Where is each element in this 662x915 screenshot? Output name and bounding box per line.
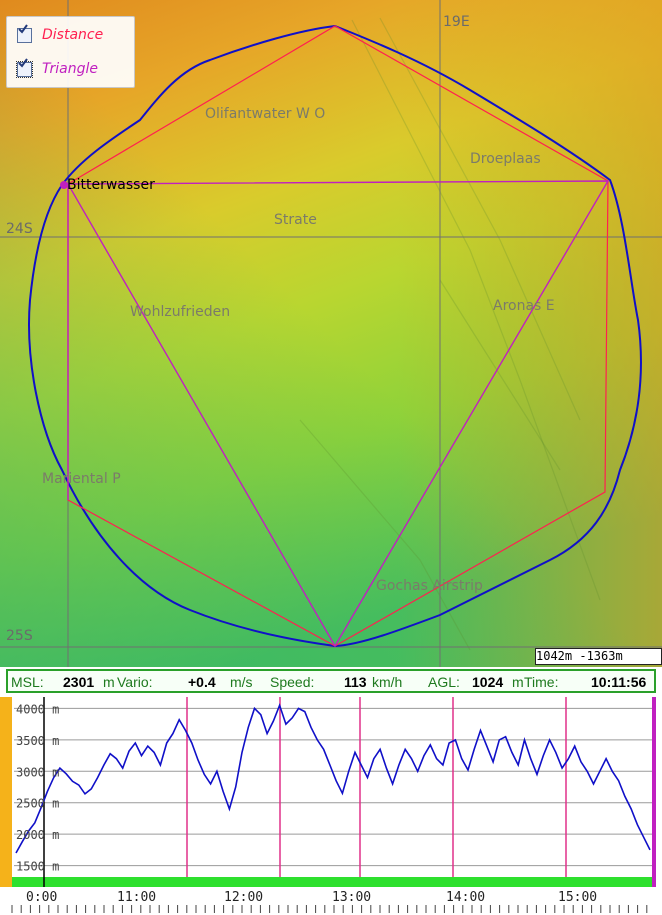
msl-label: MSL:	[11, 674, 44, 690]
place-aronas: Aronas E	[493, 298, 555, 314]
baro-right-strip	[652, 697, 656, 887]
task-point-markers	[186, 697, 567, 879]
agl-label: AGL:	[428, 674, 460, 690]
triangle-checkbox[interactable]	[16, 58, 33, 78]
y-tick-label: 3000 m	[16, 765, 59, 779]
map-view[interactable]: Distance Triangle Olifantwater W O Droep…	[0, 0, 662, 667]
distance-label: Distance	[42, 27, 104, 43]
y-tick-label: 3500 m	[16, 734, 59, 748]
speed-value: 113	[344, 674, 367, 690]
bitterwasser-marker	[60, 181, 68, 189]
time-label: Time:	[524, 674, 559, 690]
baro-left-strip	[0, 697, 12, 887]
map-legend: Distance Triangle	[6, 16, 135, 88]
place-droeplaas: Droeplaas	[470, 151, 541, 167]
place-gochas: Gochas Airstrip	[376, 578, 483, 594]
ground-level-strip	[12, 877, 652, 887]
longitude-label: 19E	[443, 14, 470, 30]
time-axis-ticks	[11, 905, 648, 913]
agl-unit: m	[512, 674, 524, 690]
msl-unit: m	[103, 674, 115, 690]
altitude-series	[15, 702, 651, 854]
legend-item-distance[interactable]: Distance	[17, 23, 103, 47]
place-strate: Strate	[274, 212, 317, 228]
barogram-chart[interactable]: 4000 m 3500 m 3000 m 2500 m 2000 m 1500 m 0:0…	[0, 697, 662, 915]
speed-label: Speed:	[270, 674, 315, 690]
agl-value: 1024	[472, 674, 504, 690]
triangle-lines	[66, 180, 610, 648]
elevation-scale: 1042m -1363m	[535, 648, 662, 665]
x-tick-label: 0:00	[26, 890, 57, 905]
x-tick-label: 12:00	[224, 890, 263, 905]
speed-unit: km/h	[372, 674, 403, 690]
latitude-label-24: 24S	[6, 221, 33, 237]
latitude-label-25: 25S	[6, 628, 33, 644]
time-value: 10:11:56	[591, 674, 647, 690]
place-olifantwater: Olifantwater W O	[205, 106, 326, 122]
vario-value: +0.4	[188, 674, 216, 690]
status-bar: MSL: 2301 m Vario: +0.4 m/s Speed: 113 k…	[6, 669, 656, 693]
elevation-scale-text: 1042m -1363m	[536, 649, 623, 663]
distance-checkbox[interactable]	[17, 24, 32, 43]
vario-unit: m/s	[230, 674, 253, 690]
triangle-label: Triangle	[42, 61, 98, 77]
place-bitterwasser: Bitterwasser	[67, 177, 155, 193]
x-tick-label: 15:00	[558, 890, 597, 905]
y-tick-label: 1500 m	[16, 860, 59, 874]
y-tick-label: 2000 m	[16, 828, 59, 842]
y-tick-label: 2500 m	[16, 797, 59, 811]
checkmark-icon	[18, 58, 28, 68]
vario-label: Vario:	[117, 674, 153, 690]
legend-item-triangle[interactable]: Triangle	[16, 57, 98, 81]
x-tick-label: 11:00	[117, 890, 156, 905]
checkmark-icon	[18, 24, 28, 34]
msl-value: 2301	[63, 674, 95, 690]
x-tick-label: 14:00	[446, 890, 485, 905]
x-tick-label: 13:00	[332, 890, 371, 905]
place-wohlzufrieden: Wohlzufrieden	[130, 304, 231, 320]
flight-track	[28, 24, 642, 648]
map-canvas[interactable]	[0, 0, 662, 667]
y-tick-label: 4000 m	[16, 702, 59, 716]
place-mariental: Mariental P	[42, 471, 121, 487]
